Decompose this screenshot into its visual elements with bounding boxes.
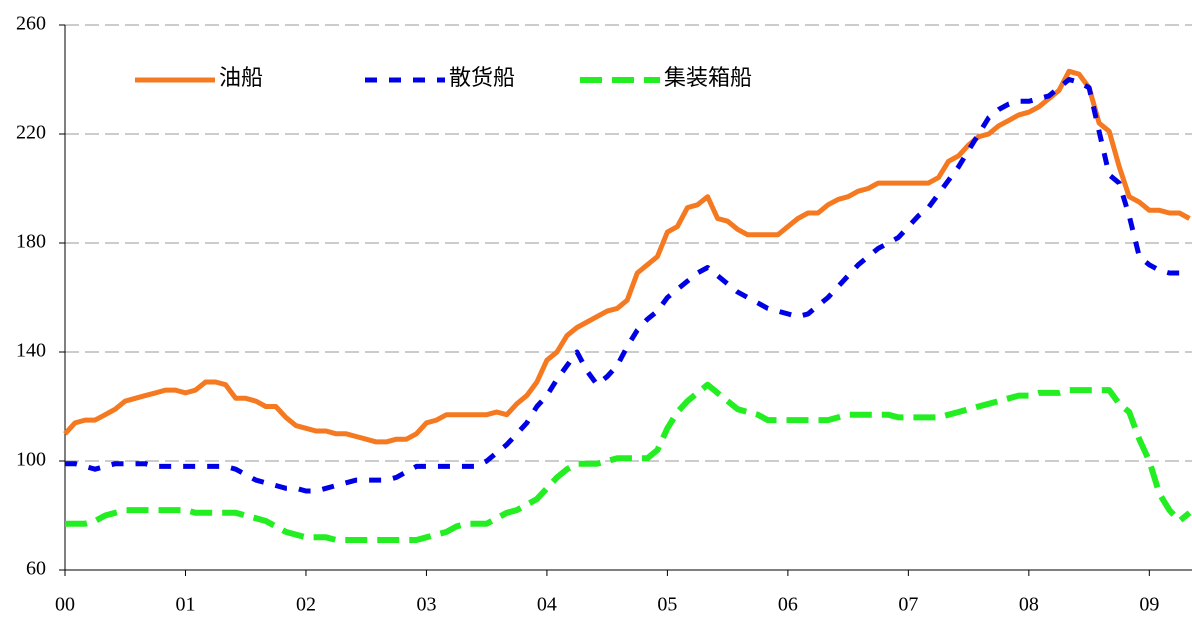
y-tick-label: 60 (26, 558, 46, 580)
y-tick-label: 100 (16, 449, 46, 471)
x-tick-label: 03 (416, 594, 436, 616)
x-tick-label: 07 (898, 594, 918, 616)
x-tick-label: 08 (1019, 594, 1039, 616)
x-tick-label: 02 (296, 594, 316, 616)
y-tick-label: 180 (16, 231, 46, 253)
x-tick-label: 04 (537, 594, 557, 616)
legend-label: 油船 (219, 65, 263, 90)
legend-label: 散货船 (449, 65, 515, 90)
x-tick-label: 01 (175, 594, 195, 616)
y-tick-label: 140 (16, 340, 46, 362)
x-tick-label: 00 (55, 594, 75, 616)
series-line (65, 381, 1192, 543)
legend-label: 集装箱船 (664, 65, 752, 90)
y-tick-label: 220 (16, 122, 46, 144)
series-line (65, 77, 1191, 494)
y-tick-label: 260 (16, 13, 46, 35)
x-tick-label: 05 (657, 594, 677, 616)
x-tick-label: 06 (778, 594, 798, 616)
series-line (63, 68, 1191, 445)
x-tick-label: 09 (1139, 594, 1159, 616)
